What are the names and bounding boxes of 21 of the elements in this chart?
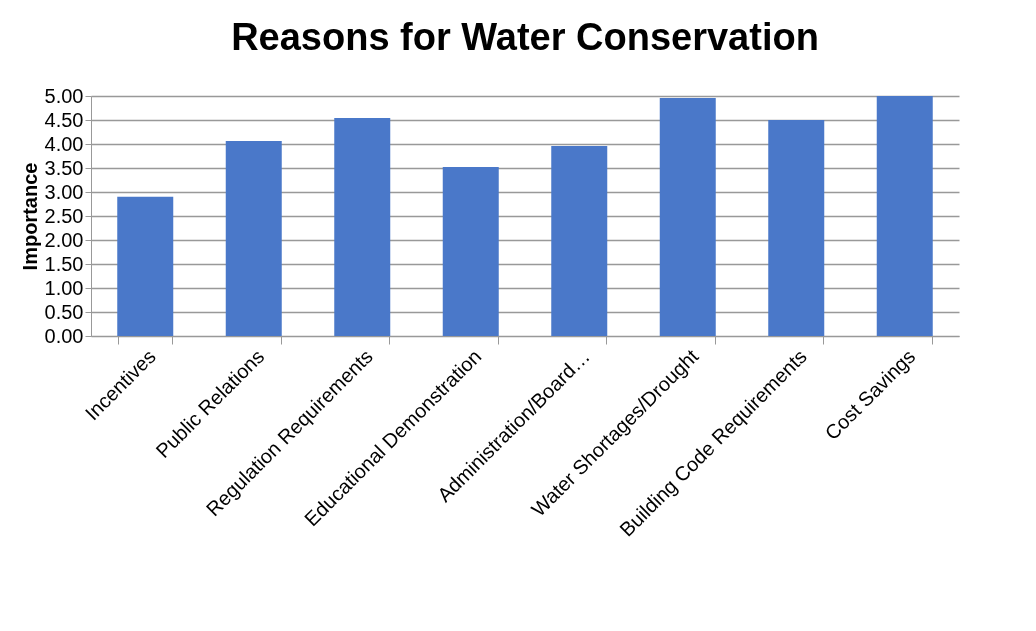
chart-title: Reasons for Water Conservation — [231, 16, 819, 58]
y-tick-label: 2.50 — [44, 204, 84, 227]
bar — [117, 196, 174, 336]
y-tick-label: 0.50 — [44, 300, 84, 323]
bar — [659, 97, 716, 336]
y-tick-label: 4.00 — [44, 132, 84, 155]
y-tick-label: 4.50 — [44, 108, 84, 131]
bar — [768, 120, 825, 336]
y-tick-label: 1.00 — [44, 276, 84, 299]
y-tick-label: 2.00 — [44, 228, 84, 251]
y-tick-label: 3.50 — [44, 156, 84, 179]
y-tick-label: 5.00 — [44, 84, 84, 107]
y-tick-label: 0.00 — [44, 324, 84, 347]
y-tick-label: 3.00 — [44, 180, 84, 203]
bar — [551, 145, 608, 336]
bar — [334, 118, 391, 336]
y-axis-title: Importance — [18, 162, 41, 271]
bar — [876, 96, 933, 336]
y-tick-label: 1.50 — [44, 252, 84, 275]
bar — [225, 141, 282, 336]
bar — [442, 167, 499, 336]
